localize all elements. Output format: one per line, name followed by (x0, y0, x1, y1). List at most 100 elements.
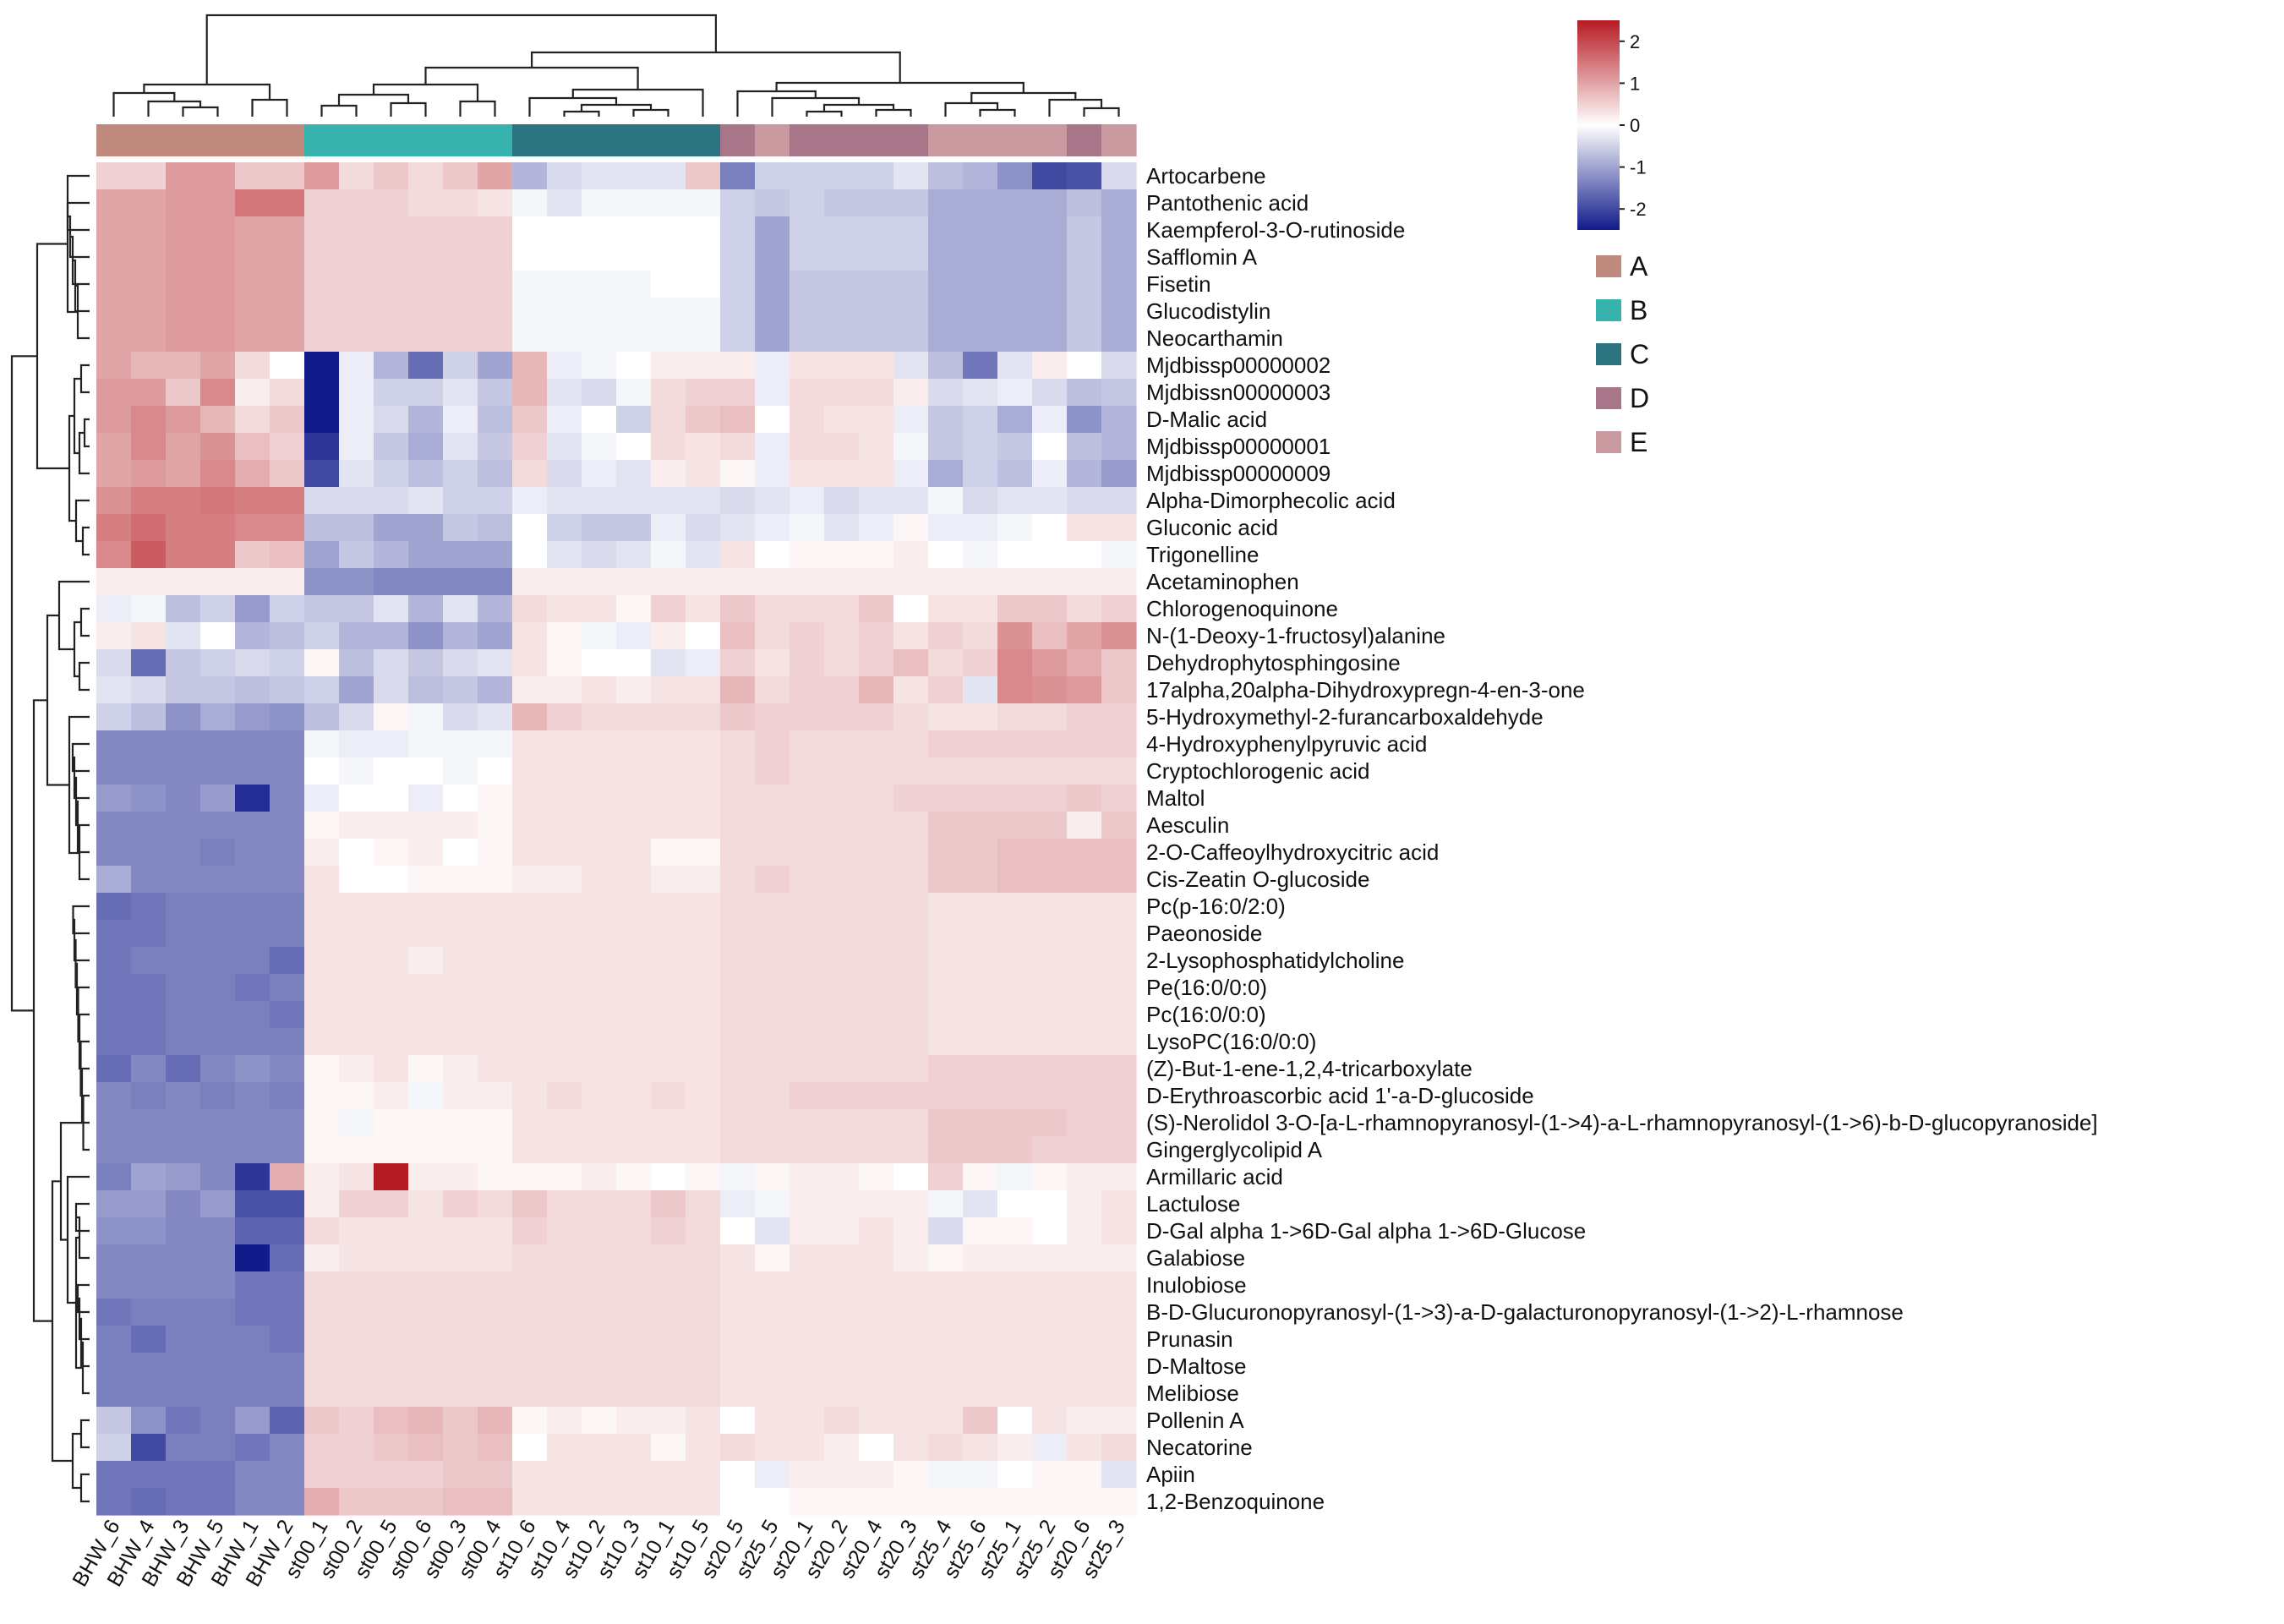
heatmap-cell (478, 541, 513, 569)
heatmap-cell (686, 379, 721, 407)
heatmap-cell (720, 649, 756, 677)
heatmap-cell (374, 1136, 409, 1164)
heatmap-cell (824, 541, 860, 569)
heatmap-cell (686, 1109, 721, 1137)
heatmap-cell (997, 298, 1033, 325)
heatmap-cell (963, 866, 998, 894)
heatmap-cell (928, 947, 964, 975)
heatmap-cell (616, 1461, 652, 1489)
heatmap-cell (893, 325, 929, 353)
heatmap-cell (582, 1001, 617, 1029)
dendrogram-branch (51, 1180, 73, 1463)
heatmap-cell (270, 1461, 305, 1489)
heatmap-cell (96, 1028, 132, 1056)
heatmap-cell (478, 757, 513, 785)
heatmap-cell (859, 568, 894, 596)
heatmap-cell (200, 1488, 236, 1516)
heatmap-cell (824, 595, 860, 623)
heatmap-cell (582, 325, 617, 353)
heatmap-cell (443, 243, 478, 271)
heatmap-cell (755, 271, 790, 298)
row-label: (Z)-But-1-ene-1,2,4-tricarboxylate (1146, 1056, 1473, 1081)
heatmap-cell (339, 676, 374, 704)
heatmap-cell (339, 271, 374, 298)
heatmap-cell (963, 974, 998, 1002)
heatmap-cell (1101, 730, 1137, 758)
heatmap-cell (512, 893, 548, 921)
heatmap-cell (1067, 920, 1102, 948)
row-label: Pantothenic acid (1146, 190, 1309, 216)
heatmap-cell (824, 1407, 860, 1435)
heatmap-cell (339, 649, 374, 677)
heatmap-cell (512, 1217, 548, 1245)
dendrogram-branch (979, 108, 1016, 117)
heatmap-cell (720, 812, 756, 839)
heatmap-cell (200, 1163, 236, 1191)
heatmap-cell (928, 1190, 964, 1218)
heatmap-cell (547, 1001, 582, 1029)
dendrogram-branch (205, 14, 717, 85)
heatmap-cell (893, 406, 929, 434)
heatmap-cell (720, 622, 756, 650)
heatmap-cell (443, 189, 478, 217)
heatmap-cell (235, 920, 270, 948)
heatmap-cell (547, 1136, 582, 1164)
heatmap-cell (408, 189, 444, 217)
heatmap-cell (478, 243, 513, 271)
row-label: Paeonoside (1146, 921, 1262, 946)
heatmap-cell (270, 676, 305, 704)
heatmap-cell (339, 514, 374, 542)
group-bar-cell (339, 124, 374, 156)
heatmap-cell (339, 785, 374, 812)
heatmap-cell (1067, 974, 1102, 1002)
heatmap-cell (997, 541, 1033, 569)
heatmap-cell (1101, 460, 1137, 488)
heatmap-cell (408, 1271, 444, 1299)
heatmap-cell (824, 243, 860, 271)
heatmap-cell (1067, 703, 1102, 731)
heatmap-cell (651, 1163, 686, 1191)
heatmap-cell (893, 460, 929, 488)
heatmap-cell (1101, 433, 1137, 461)
heatmap-cell (96, 974, 132, 1002)
heatmap-cell (1067, 487, 1102, 515)
heatmap-cell (131, 1136, 167, 1164)
heatmap-cell (1067, 1271, 1102, 1299)
heatmap-cell (1101, 298, 1137, 325)
row-label: Neocarthamin (1146, 325, 1283, 351)
row-label: Acetaminophen (1146, 569, 1299, 594)
heatmap-cell (304, 1380, 340, 1408)
heatmap-cell (235, 947, 270, 975)
heatmap-cell (339, 1271, 374, 1299)
heatmap-cell (374, 1407, 409, 1435)
heatmap-cell (478, 216, 513, 244)
heatmap-cell (928, 162, 964, 190)
heatmap-cell (408, 460, 444, 488)
heatmap-cell (1067, 1434, 1102, 1462)
heatmap-cell (166, 243, 201, 271)
heatmap-cell (616, 406, 652, 434)
row-label: Gluconic acid (1146, 515, 1278, 540)
heatmap-cell (720, 406, 756, 434)
heatmap-cell (928, 1353, 964, 1381)
heatmap-cell (131, 893, 167, 921)
heatmap-cell (1067, 893, 1102, 921)
heatmap-cell (1067, 757, 1102, 785)
heatmap-cell (131, 1055, 167, 1083)
dendrogram-branch (372, 83, 479, 101)
heatmap-cell (997, 271, 1033, 298)
heatmap-cell (616, 243, 652, 271)
heatmap-cell (512, 1109, 548, 1137)
heatmap-cell (928, 595, 964, 623)
heatmap-cell (651, 379, 686, 407)
heatmap-cell (478, 1244, 513, 1272)
heatmap-cell (859, 189, 894, 217)
heatmap-cell (547, 1353, 582, 1381)
heatmap-cell (304, 1271, 340, 1299)
heatmap-cell (893, 974, 929, 1002)
heatmap-cell (616, 216, 652, 244)
heatmap-cell (582, 947, 617, 975)
heatmap-cell (408, 568, 444, 596)
heatmap-cell (374, 433, 409, 461)
heatmap-cell (166, 514, 201, 542)
